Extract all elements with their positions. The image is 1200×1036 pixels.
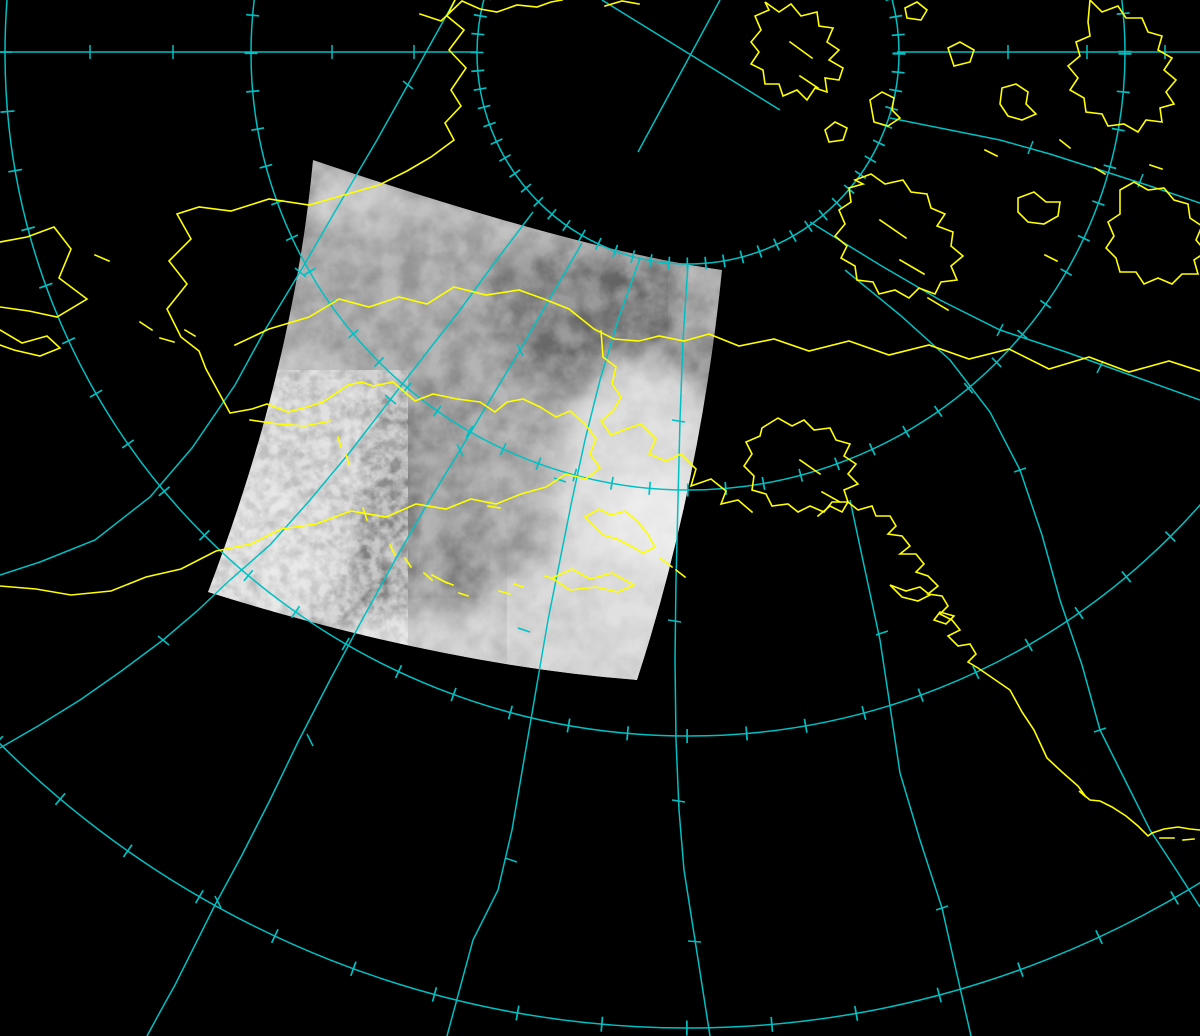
coastline-archipelago [749, 1, 844, 102]
meridian-line [0, 0, 456, 576]
coastline-alaska-west [599, 330, 754, 514]
coastline-top-fragments [418, 0, 640, 22]
meridian-line [637, 0, 721, 153]
coastline-archipelago [833, 173, 965, 312]
meridian-line [889, 117, 1200, 204]
coastline-archipelago-small [869, 41, 1072, 263]
coastline-lagoon [249, 419, 351, 466]
coastline-archipelago [1066, 0, 1178, 134]
coastline-alaska-peninsula [816, 500, 1200, 838]
coastline-st-lawrence [550, 568, 636, 593]
meridian-line [674, 263, 711, 1036]
coastline-archipelago [1104, 181, 1200, 285]
coastline-topleft-islands [0, 226, 197, 357]
meridian-line [446, 257, 641, 1036]
graticule-tick-marks [89, 45, 1166, 943]
coastline-seward [742, 417, 860, 513]
latitude-circle [4, 0, 1200, 737]
coastline-layer [0, 0, 1200, 841]
coastline-arctic-alaska-north [233, 286, 1200, 373]
latitude-circle-ticks [244, 0, 1132, 497]
meridian-line [146, 242, 583, 1036]
meridian-line [849, 499, 972, 1036]
meridian-line [844, 269, 1200, 908]
coastline-chukchi-tip [583, 508, 687, 579]
coastline-aleutian-islands [889, 584, 1195, 841]
coastline-archipelago-small [824, 1, 1164, 176]
coastline-bering-islands [361, 505, 556, 598]
coastline-siberia-chukotka [0, 0, 602, 596]
meridian-line [0, 211, 534, 749]
